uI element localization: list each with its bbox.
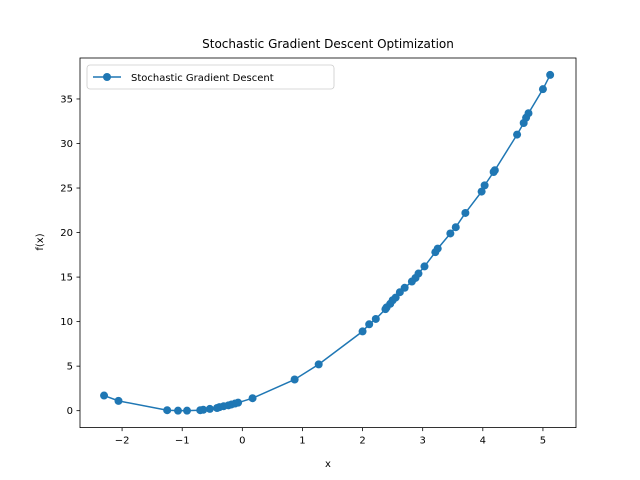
data-point <box>407 277 416 286</box>
data-point <box>461 208 470 217</box>
y-tick-label: 35 <box>60 94 73 105</box>
data-point <box>114 396 123 405</box>
data-point <box>381 305 390 314</box>
data-point <box>451 223 460 232</box>
y-tick-label: 5 <box>67 362 73 373</box>
data-point <box>174 406 182 415</box>
x-tick-label: −2 <box>115 436 130 447</box>
data-point <box>538 85 547 94</box>
data-point <box>248 394 257 403</box>
data-point <box>546 70 555 79</box>
x-tick-label: 5 <box>540 436 546 447</box>
plot-area <box>100 70 555 415</box>
data-point <box>314 360 323 369</box>
data-point <box>477 187 486 196</box>
data-point <box>183 406 192 415</box>
axes-frame <box>79 57 577 429</box>
y-tick-label: 15 <box>60 273 73 284</box>
x-tick-label: −1 <box>175 436 190 447</box>
data-point <box>371 314 380 323</box>
legend-box <box>86 64 335 90</box>
data-point <box>358 327 367 336</box>
x-axis-label: x <box>325 459 331 470</box>
x-axis: −2 −1 0 1 2 3 4 5 <box>115 427 546 447</box>
data-point <box>420 262 429 271</box>
data-point <box>480 181 489 190</box>
data-point <box>196 406 205 415</box>
x-tick-label: 4 <box>480 436 486 447</box>
data-point <box>431 248 440 257</box>
data-point <box>489 168 498 176</box>
legend-entry: Stochastic Gradient Descent <box>131 73 274 84</box>
x-tick-label: 3 <box>420 436 426 447</box>
x-tick-label: 1 <box>299 436 305 447</box>
y-tick-label: 20 <box>60 228 73 239</box>
y-tick-label: 30 <box>60 139 73 150</box>
x-tick-label: 2 <box>359 436 365 447</box>
data-point <box>213 404 222 413</box>
chart-title: Stochastic Gradient Descent Optimization <box>202 37 454 51</box>
legend-marker <box>103 73 111 81</box>
data-point <box>446 229 455 238</box>
data-point <box>163 406 172 415</box>
y-tick-label: 10 <box>60 317 73 328</box>
data-point <box>513 130 522 139</box>
y-axis-label: f(x) <box>35 233 46 250</box>
y-tick-label: 25 <box>60 184 73 195</box>
x-tick-label: 0 <box>239 436 245 447</box>
y-axis: 0 5 10 15 20 25 30 35 <box>60 94 80 417</box>
data-point <box>290 375 299 384</box>
data-point <box>365 320 374 329</box>
y-tick-label: 0 <box>67 406 73 417</box>
data-point <box>100 391 109 400</box>
data-point <box>519 119 528 128</box>
data-point <box>205 404 214 413</box>
legend: Stochastic Gradient Descent <box>86 64 335 90</box>
